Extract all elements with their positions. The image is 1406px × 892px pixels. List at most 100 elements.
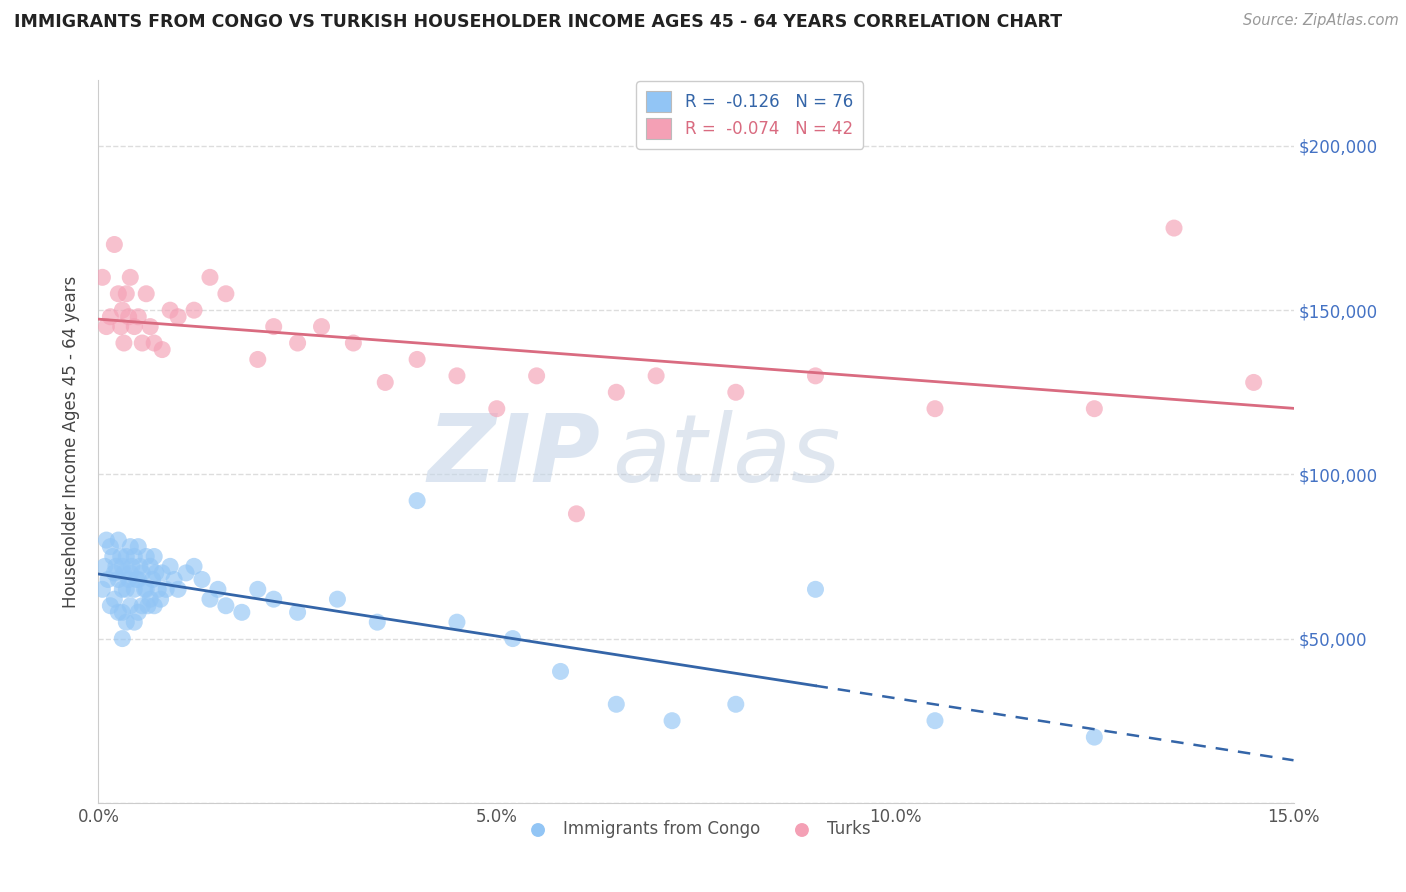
Point	[135, 582, 157, 597]
Point	[124, 615, 146, 630]
Point	[101, 549, 124, 564]
Point	[124, 319, 146, 334]
Point	[804, 582, 827, 597]
Point	[143, 336, 166, 351]
Point	[107, 605, 129, 619]
Point	[110, 549, 132, 564]
Point	[155, 582, 177, 597]
Point	[98, 599, 122, 613]
Point	[145, 566, 167, 580]
Point	[103, 237, 125, 252]
Point	[565, 507, 588, 521]
Point	[287, 336, 309, 351]
Point	[1163, 221, 1185, 235]
Point	[107, 286, 129, 301]
Point	[131, 599, 153, 613]
Point	[139, 559, 162, 574]
Point	[163, 573, 186, 587]
Point	[366, 615, 388, 630]
Point	[724, 385, 747, 400]
Point	[115, 286, 138, 301]
Point	[246, 582, 269, 597]
Point	[311, 319, 333, 334]
Point	[135, 286, 157, 301]
Point	[120, 599, 142, 613]
Point	[526, 368, 548, 383]
Point	[103, 566, 125, 580]
Point	[446, 615, 468, 630]
Point	[136, 599, 159, 613]
Point	[121, 559, 143, 574]
Point	[111, 303, 134, 318]
Point	[118, 573, 141, 587]
Point	[342, 336, 364, 351]
Point	[97, 573, 120, 587]
Point	[924, 714, 946, 728]
Point	[159, 559, 181, 574]
Point	[111, 559, 134, 574]
Point	[118, 310, 141, 324]
Point	[124, 582, 146, 597]
Point	[287, 605, 309, 619]
Text: ZIP: ZIP	[427, 410, 600, 502]
Point	[127, 310, 149, 324]
Point	[326, 592, 349, 607]
Point	[198, 270, 221, 285]
Point	[183, 559, 205, 574]
Point	[149, 592, 172, 607]
Point	[1243, 376, 1265, 390]
Point	[183, 303, 205, 318]
Point	[167, 310, 190, 324]
Point	[135, 549, 157, 564]
Point	[191, 573, 214, 587]
Point	[263, 319, 285, 334]
Point	[127, 605, 149, 619]
Point	[446, 368, 468, 383]
Point	[111, 632, 134, 646]
Point	[1083, 401, 1105, 416]
Point	[142, 573, 165, 587]
Point	[120, 566, 142, 580]
Point	[131, 336, 153, 351]
Point	[645, 368, 668, 383]
Point	[550, 665, 572, 679]
Point	[112, 336, 135, 351]
Point	[96, 319, 118, 334]
Point	[111, 582, 134, 597]
Point	[661, 714, 683, 728]
Point	[125, 573, 148, 587]
Point	[502, 632, 524, 646]
Point	[91, 270, 114, 285]
Point	[115, 615, 138, 630]
Point	[103, 592, 125, 607]
Point	[134, 582, 156, 597]
Point	[406, 493, 429, 508]
Point	[139, 592, 162, 607]
Point	[120, 270, 142, 285]
Point	[127, 573, 149, 587]
Point	[111, 605, 134, 619]
Point	[131, 566, 153, 580]
Point	[406, 352, 429, 367]
Point	[485, 401, 508, 416]
Point	[115, 549, 138, 564]
Point	[128, 559, 150, 574]
Point	[215, 286, 238, 301]
Point	[110, 319, 132, 334]
Point	[924, 401, 946, 416]
Point	[1083, 730, 1105, 744]
Point	[167, 582, 190, 597]
Point	[139, 319, 162, 334]
Point	[143, 549, 166, 564]
Point	[246, 352, 269, 367]
Point	[231, 605, 253, 619]
Text: IMMIGRANTS FROM CONGO VS TURKISH HOUSEHOLDER INCOME AGES 45 - 64 YEARS CORRELATI: IMMIGRANTS FROM CONGO VS TURKISH HOUSEHO…	[14, 13, 1062, 31]
Point	[150, 343, 173, 357]
Point	[115, 582, 138, 597]
Text: Source: ZipAtlas.com: Source: ZipAtlas.com	[1243, 13, 1399, 29]
Point	[104, 559, 127, 574]
Point	[127, 540, 149, 554]
Legend: Immigrants from Congo, Turks: Immigrants from Congo, Turks	[515, 814, 877, 845]
Point	[215, 599, 238, 613]
Point	[207, 582, 229, 597]
